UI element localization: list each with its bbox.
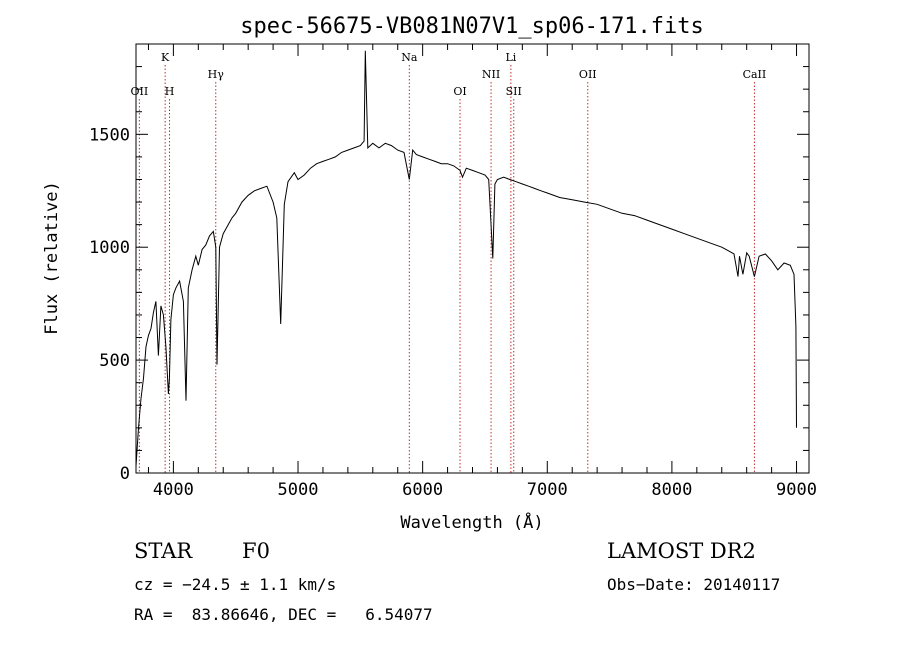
y-tick-label: 500 [99,351,130,371]
x-tick-label: 5000 [278,480,319,500]
line-marker-label: CaII [743,68,767,81]
coordinates: RA = 83.86646, DEC = 6.54077 [134,605,433,624]
line-markers: OII K H Hγ Na OI NII Li SII OII CaII [131,51,767,473]
axis-ticks: 4000 5000 6000 7000 8000 9000 0 500 1000 1500 [89,44,817,500]
y-tick-label: 0 [120,464,130,484]
object-class: STAR [134,539,193,563]
line-marker-label: OII [131,85,149,98]
line-marker-label: SII [506,85,522,98]
object-subclass: F0 [242,539,270,563]
line-marker-label: K [161,51,170,64]
survey-name: LAMOST DR2 [607,539,756,563]
x-tick-label: 8000 [651,480,692,500]
plot-frame [135,43,810,474]
y-tick-label: 1500 [89,125,130,145]
chart-title: spec-56675-VB081N07V1_sp06-171.fits [240,14,704,39]
x-axis-label: Wavelength (Å) [400,511,543,533]
y-tick-label: 1000 [89,238,130,258]
x-tick-label: 6000 [402,480,443,500]
y-axis-label: Flux (relative) [42,181,62,335]
line-marker-label: Hγ [208,68,225,81]
line-marker-label: NII [482,68,500,81]
obs-date: Obs−Date: 20140117 [607,575,781,594]
spectrum-line [135,50,797,467]
x-tick-label: 7000 [527,480,568,500]
x-tick-label: 4000 [153,480,194,500]
line-marker-label: OI [453,85,466,98]
line-marker-label: H [165,85,175,98]
line-marker-label: Li [505,51,516,64]
line-marker-label: OII [579,68,597,81]
x-tick-label: 9000 [776,480,817,500]
redshift-text: cz = −24.5 ± 1.1 km/s [134,575,337,594]
line-marker-label: Na [401,51,418,64]
